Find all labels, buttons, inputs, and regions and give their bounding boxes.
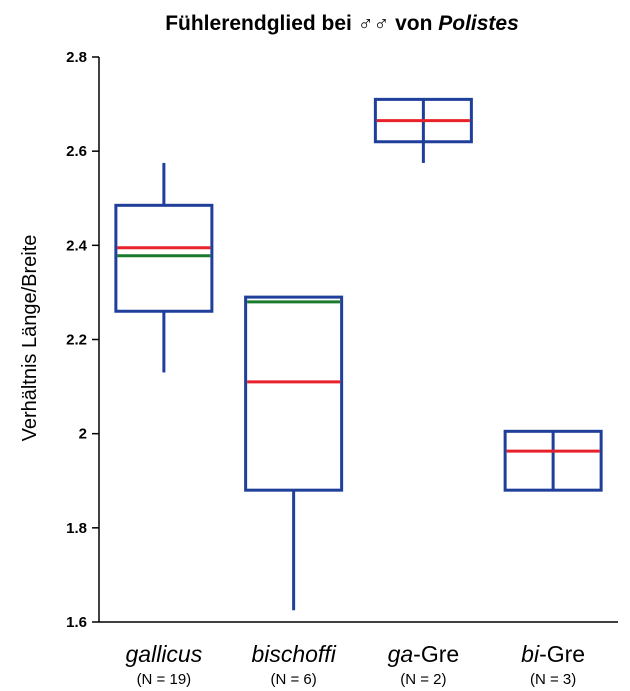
male-symbol: ♂♂ [358,12,390,35]
category-label: bi-Gre [521,641,585,667]
y-tick-label: 1.6 [66,614,87,631]
box-2 [244,295,344,611]
y-tick-label: 2.2 [66,332,87,349]
y-tick-label: 2.4 [66,237,88,254]
category-label: ga-Gre [388,641,460,667]
boxes-group [114,97,603,611]
sample-size-label: (N = 3) [530,671,576,688]
sample-size-label: (N = 6) [270,671,316,688]
y-tick-label: 2.6 [66,143,87,160]
category-name-suffix: -Gre [539,641,585,667]
title-middle: von [389,12,438,35]
category-label: gallicus [126,641,203,667]
box-1 [114,162,214,373]
category-label: bischoffi [251,641,336,667]
category-name-italic: bi [521,641,540,667]
sample-size-label: (N = 19) [137,671,192,688]
title-prefix: Fühlerendglied bei [165,12,358,35]
x-labels-group: gallicus(N = 19)bischoffi(N = 6)ga-Gre(N… [126,641,586,688]
axes: 1.6 1.8 2 2.2 2.4 2.6 2.8 [66,49,618,631]
box-rect [244,295,344,492]
title-genus: Polistes [438,12,519,35]
category-name-italic: gallicus [126,641,203,667]
sample-size-label: (N = 2) [400,671,446,688]
category-name-italic: ga [388,641,414,667]
box-3 [373,97,473,163]
y-tick-label: 1.8 [66,520,87,537]
category-name-suffix: -Gre [413,641,459,667]
chart-title: Fühlerendglied bei ♂♂ von Polistes [165,12,519,35]
box-4 [503,429,603,492]
y-tick-label: 2.8 [66,49,87,66]
y-axis-label: Verhältnis Länge/Breite [19,235,41,442]
y-tick-label: 2 [79,426,87,443]
category-name-italic: bischoffi [251,641,336,667]
box-rect [114,203,214,313]
